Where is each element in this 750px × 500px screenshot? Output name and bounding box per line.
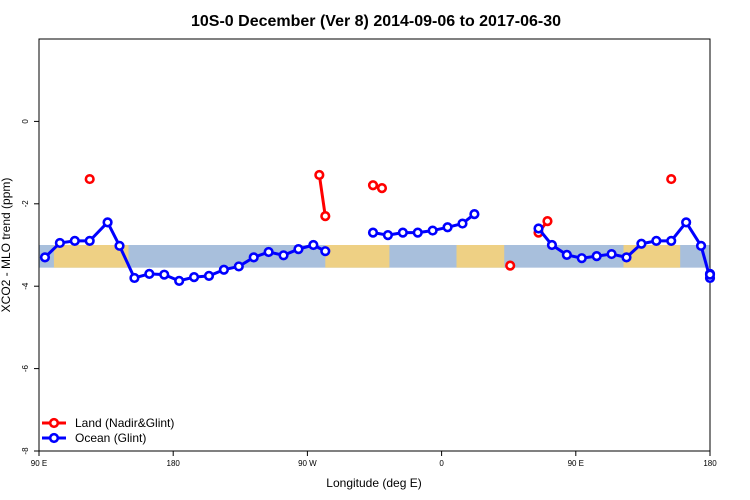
data-point: [695, 240, 707, 251]
x-tick-label: 90 W: [298, 459, 317, 468]
data-point: [367, 180, 379, 191]
data-point: [263, 246, 274, 258]
data-point: [233, 261, 244, 272]
series-ocean: [39, 209, 716, 286]
data-point: [442, 222, 453, 233]
legend-label: Ocean (Glint): [75, 431, 146, 445]
y-tick-label: 0: [21, 119, 30, 124]
data-point: [636, 238, 647, 249]
legend: Land (Nadir&Glint)Ocean (Glint): [42, 416, 174, 445]
data-point: [114, 240, 125, 251]
data-point: [308, 239, 319, 251]
land-shape: [456, 245, 505, 268]
data-point: [681, 217, 692, 228]
series-layer: [39, 169, 716, 286]
series-line: [317, 174, 327, 217]
legend-marker: [48, 432, 60, 444]
data-point: [84, 173, 95, 185]
data-point: [320, 246, 331, 257]
y-axis: 0 -2 -4 -6 -8: [21, 119, 39, 455]
data-point: [320, 211, 331, 222]
data-point: [606, 248, 617, 260]
y-tick-label: -2: [21, 200, 30, 208]
data-point: [54, 237, 65, 249]
x-tick-label: 0: [439, 459, 444, 468]
data-point: [174, 275, 185, 286]
data-point: [621, 252, 632, 263]
data-point: [561, 249, 572, 260]
data-point: [144, 268, 155, 279]
data-point: [84, 235, 95, 246]
data-point: [367, 227, 379, 238]
plot-frame: [38, 38, 711, 452]
data-point: [651, 235, 662, 246]
x-axis-label: Longitude (deg E): [326, 476, 421, 490]
data-point: [576, 253, 587, 264]
data-point: [666, 235, 677, 246]
data-point: [666, 173, 677, 185]
data-point: [505, 260, 516, 271]
data-point: [188, 272, 200, 283]
data-point: [427, 225, 438, 236]
y-tick-label: -6: [21, 364, 30, 372]
data-point: [376, 183, 388, 194]
data-point: [591, 251, 602, 262]
data-point: [412, 227, 423, 238]
x-axis: 90 E 180 90 W 0 90 E 180: [31, 451, 717, 468]
legend-marker: [48, 417, 60, 429]
data-point: [293, 244, 304, 255]
x-tick-label: 180: [703, 459, 717, 468]
data-point: [218, 264, 229, 275]
data-point: [203, 270, 215, 282]
data-point: [278, 250, 289, 261]
data-point: [69, 235, 80, 246]
x-tick-label: 90 E: [568, 459, 584, 468]
land-shape: [53, 245, 129, 268]
y-axis-label: XCO2 - MLO trend (ppm): [0, 178, 13, 313]
data-point: [397, 227, 408, 238]
y-tick-label: -8: [21, 447, 30, 455]
data-point: [457, 218, 468, 229]
land-shape: [623, 245, 681, 268]
data-point: [382, 230, 394, 241]
land-shape: [325, 245, 390, 268]
data-point: [314, 169, 325, 181]
data-point: [542, 216, 553, 227]
data-point: [704, 269, 716, 280]
land-shapes: [53, 245, 681, 268]
x-tick-label: 180: [167, 459, 181, 468]
chart-title: 10S-0 December (Ver 8) 2014-09-06 to 201…: [191, 13, 561, 30]
y-tick-label: -4: [21, 282, 30, 290]
data-point: [248, 252, 259, 263]
data-point: [129, 272, 140, 284]
data-point: [159, 269, 170, 280]
data-point: [39, 252, 51, 263]
data-point: [533, 223, 544, 234]
x-tick-label: 90 E: [31, 459, 47, 468]
legend-label: Land (Nadir&Glint): [75, 416, 174, 430]
data-point: [546, 239, 558, 251]
data-point: [102, 217, 113, 228]
data-point: [469, 209, 480, 220]
